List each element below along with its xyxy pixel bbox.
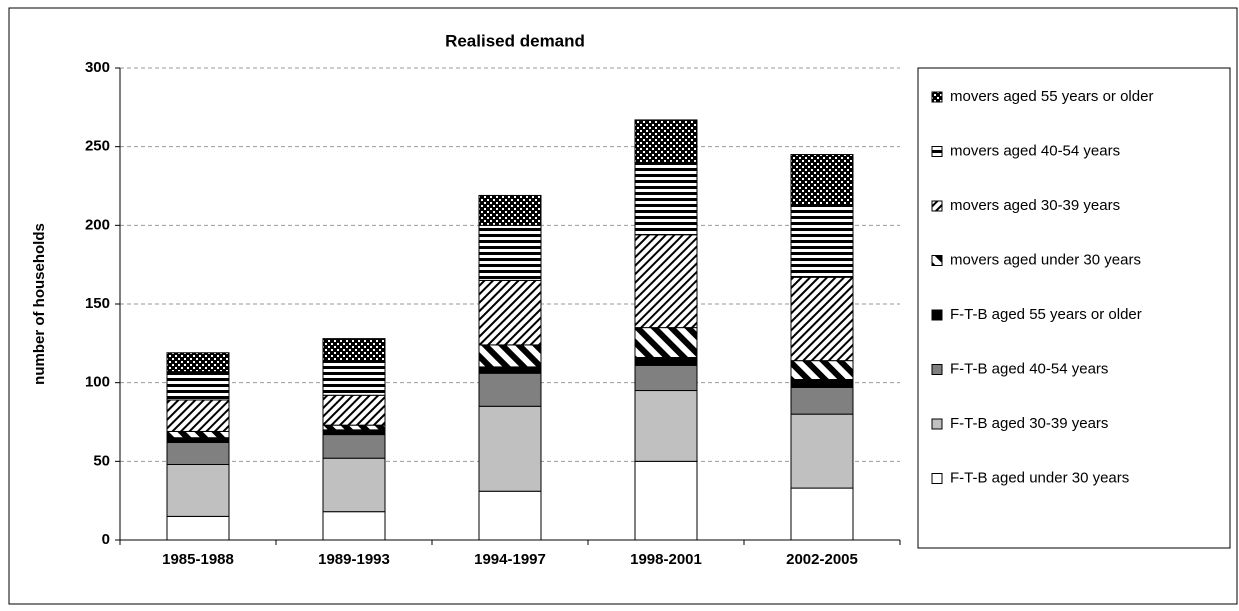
bar-segment	[166, 441, 230, 465]
legend-swatch	[931, 200, 943, 212]
bar-segment	[790, 204, 854, 278]
legend-label: F-T-B aged 40-54 years	[950, 360, 1108, 377]
legend-label: movers aged 40-54 years	[950, 142, 1120, 159]
y-tick-label: 150	[85, 295, 110, 312]
bar-segment	[634, 234, 698, 329]
bar-segment	[790, 360, 854, 381]
bar-segment	[790, 413, 854, 489]
legend-swatch	[931, 473, 943, 484]
legend-swatch	[931, 91, 943, 103]
bar-segment	[790, 276, 854, 362]
bar-segment	[634, 327, 698, 358]
legend-swatch	[931, 146, 943, 157]
legend-label: movers aged 30-39 years	[950, 197, 1120, 214]
y-tick-label: 100	[85, 374, 110, 391]
legend-label: F-T-B aged 55 years or older	[950, 306, 1142, 323]
bar-segment	[478, 344, 542, 368]
x-tick-label: 1985-1988	[162, 551, 234, 568]
bar-segment	[166, 352, 230, 373]
x-tick-label: 1989-1993	[318, 551, 390, 568]
legend-swatch	[931, 309, 943, 321]
bar-segment	[166, 463, 230, 517]
y-tick-label: 200	[85, 216, 110, 233]
bar-segment	[322, 338, 386, 362]
bar-segment	[634, 161, 698, 236]
x-tick-label: 1994-1997	[474, 551, 546, 568]
y-axis-label: number of households	[31, 223, 48, 385]
x-tick-label: 1998-2001	[630, 551, 702, 568]
bar-segment	[478, 405, 542, 492]
bar-segment	[478, 366, 542, 374]
legend-swatch	[931, 364, 943, 375]
y-tick-label: 50	[93, 452, 110, 469]
legend-label: F-T-B aged under 30 years	[950, 469, 1129, 486]
legend-label: F-T-B aged 30-39 years	[950, 415, 1108, 432]
bar-segment	[166, 399, 230, 432]
bar-segment	[322, 457, 386, 513]
bar-segment	[790, 386, 854, 415]
bar-segment	[166, 371, 230, 401]
y-tick-label: 250	[85, 138, 110, 155]
bar-segment	[634, 119, 698, 163]
bar-segment	[478, 372, 542, 407]
bar-segment	[322, 424, 386, 431]
x-tick-label: 2002-2005	[786, 551, 858, 568]
bar-segment	[634, 460, 698, 541]
bar-segment	[478, 194, 542, 226]
bar-segment	[166, 430, 230, 439]
bar-segment	[322, 394, 386, 426]
legend-label: movers aged under 30 years	[950, 251, 1141, 268]
bar-segment	[322, 511, 386, 541]
bar-segment	[322, 429, 386, 436]
bar-segment	[478, 279, 542, 346]
bar-segment	[478, 224, 542, 281]
chart-title: Realised demand	[445, 31, 585, 50]
legend-swatch	[931, 418, 943, 430]
y-tick-label: 0	[102, 531, 110, 548]
bar-segment	[634, 364, 698, 392]
bar-segment	[322, 360, 386, 396]
bar-segment	[790, 379, 854, 388]
bar-segment	[166, 515, 230, 541]
y-tick-label: 300	[85, 59, 110, 76]
bar-segment	[478, 490, 542, 541]
bar-segment	[790, 487, 854, 541]
bar-segment	[790, 154, 854, 206]
legend-label: movers aged 55 years or older	[950, 88, 1153, 105]
bar-segment	[322, 434, 386, 459]
bar-segment	[634, 390, 698, 462]
bar-segment	[166, 437, 230, 443]
legend-box	[917, 67, 1231, 549]
bar-segment	[634, 356, 698, 366]
legend-swatch	[931, 255, 943, 266]
